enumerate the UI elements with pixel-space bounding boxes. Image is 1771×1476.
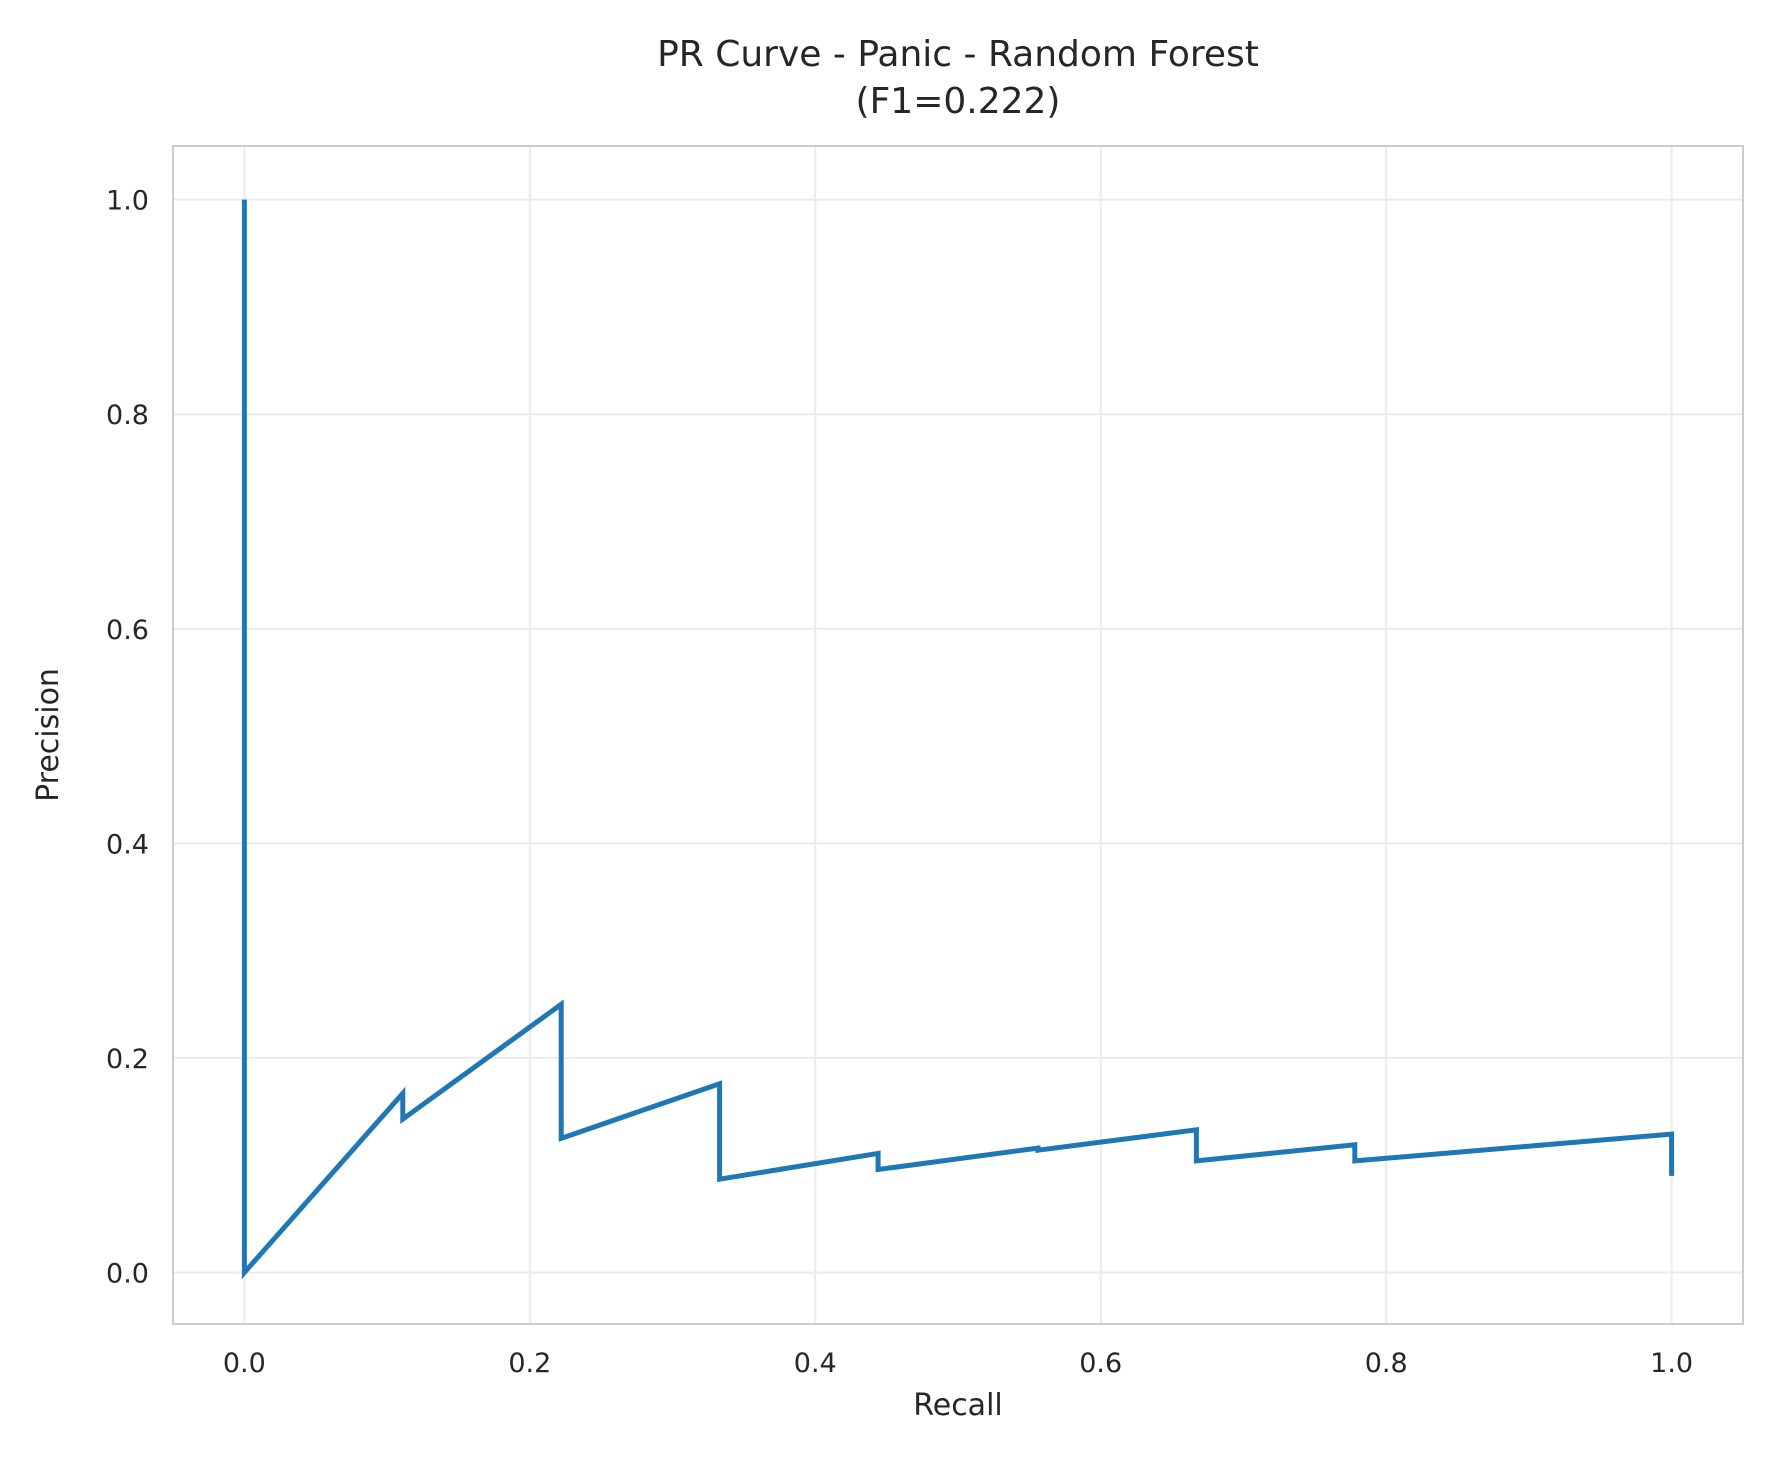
y-axis-label: Precision: [31, 668, 66, 802]
x-tick-label: 0.2: [508, 1348, 551, 1379]
x-tick-label: 0.4: [794, 1348, 837, 1379]
plot-frame: [172, 145, 1744, 1325]
x-tick-labels: 0.0 0.2 0.4 0.6 0.8 1.0: [223, 1348, 1693, 1379]
series-group: [241, 199, 1675, 1280]
y-tick-labels: 0.0 0.2 0.4 0.6 0.8 1.0: [106, 186, 149, 1290]
y-tick-label: 0.2: [106, 1044, 149, 1075]
y-tick-label: 0.8: [106, 400, 149, 431]
x-tick-label: 0.8: [1365, 1348, 1408, 1379]
x-axis-label: Recall: [913, 1388, 1003, 1423]
x-tick-label: 0.6: [1079, 1348, 1122, 1379]
chart-title: PR Curve - Panic - Random Forest: [657, 34, 1259, 75]
y-tick-label: 0.6: [106, 615, 149, 646]
x-tick-label: 0.0: [223, 1348, 266, 1379]
x-tick-label: 1.0: [1650, 1348, 1693, 1379]
pr-curve-line: [241, 199, 1675, 1280]
y-tick-label: 0.4: [106, 829, 149, 860]
y-tick-label: 0.0: [106, 1259, 149, 1290]
chart-subtitle: (F1=0.222): [856, 81, 1061, 122]
grid-lines: [173, 146, 1743, 1324]
y-tick-label: 1.0: [106, 186, 149, 217]
